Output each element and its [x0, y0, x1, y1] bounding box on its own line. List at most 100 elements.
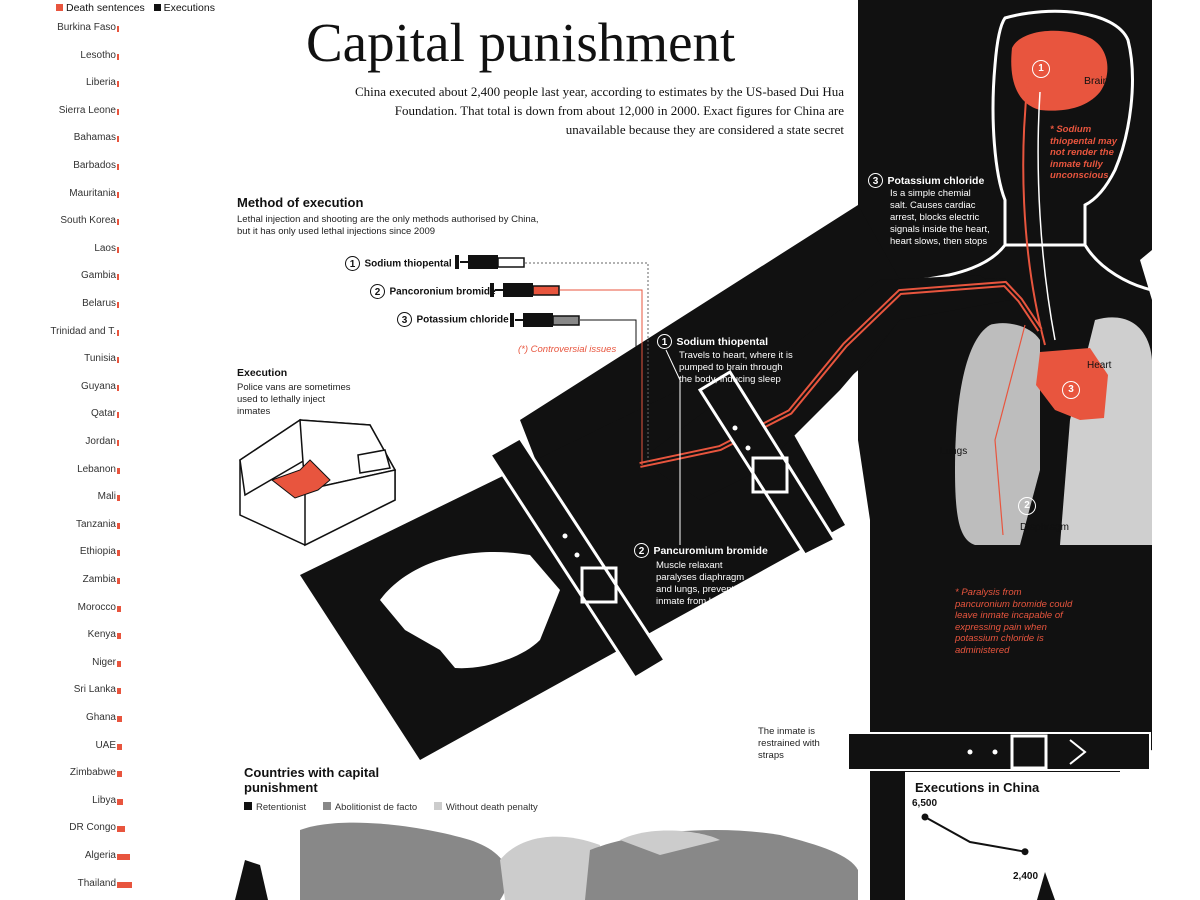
execution-text: Police vans are sometimes used to lethal… [237, 382, 351, 417]
country-name: Belarus [82, 298, 116, 309]
country-name: Barbados [73, 160, 116, 171]
step-2: 2 Pancuromium bromide [634, 542, 768, 560]
abolitionist-swatch [322, 802, 331, 810]
country-row: Mauritania [0, 188, 140, 204]
country-name: Laos [94, 242, 116, 254]
country-row: Morocco [0, 602, 140, 618]
leader-3 [580, 319, 637, 465]
country-name: Tanzania [75, 518, 116, 530]
buckle-1 [580, 566, 618, 604]
country-name: Algeria [84, 850, 116, 861]
route-brain-heart [1022, 79, 1046, 346]
country-name: Niger [92, 656, 116, 668]
drug-number: 2 [370, 284, 385, 300]
country-name: Gambia [80, 270, 116, 282]
death-sentence-bar [117, 854, 130, 860]
lungs-label: Lungs [940, 446, 968, 457]
country-name: Tunisia [84, 353, 116, 365]
country-name: DR Congo [69, 822, 116, 834]
china-chart-label-start: 6,500 [912, 798, 938, 809]
country-row: Algeria [0, 850, 140, 866]
death-sentence-bar [117, 688, 121, 695]
death-sentence-bar [117, 550, 120, 557]
death-sentence-bar [117, 660, 121, 667]
country-row: Laos [0, 243, 140, 259]
heart-label: Heart [1087, 360, 1112, 371]
country-name: Ghana [85, 712, 116, 723]
drug-row-2: 2 Pancoronium bromide [370, 283, 496, 303]
brain-label: Brain [1084, 75, 1109, 87]
country-name: Zambia [82, 574, 116, 585]
country-name: Burkina Faso [57, 22, 116, 33]
drug-number: 1 [345, 256, 360, 272]
country-row: Tunisia [0, 353, 140, 369]
strap-note: The inmate is restrained with straps [758, 726, 820, 761]
death-sentence-bar [117, 108, 119, 115]
country-row: Zambia [0, 574, 140, 590]
retentionist-label: Retentionist [256, 802, 307, 813]
death-sentence-bar [117, 716, 122, 722]
drug-number: 3 [397, 312, 412, 328]
death-sentence-bar [117, 605, 121, 612]
death-sentence-bar [117, 633, 121, 640]
country-row: Qatar [0, 408, 140, 424]
step-1-title: Sodium thiopental [676, 335, 769, 348]
drug-name: Potassium chloride [416, 314, 509, 326]
country-name: Bahamas [73, 132, 116, 144]
china-point-start [921, 813, 929, 821]
china-series-line [924, 816, 1026, 853]
lung-left [955, 323, 1040, 545]
country-row: South Korea [0, 215, 140, 231]
retentionist-swatch [244, 802, 252, 810]
country-name: Qatar [90, 408, 116, 420]
death-sentence-bar [117, 743, 122, 750]
country-row: Jordan [0, 436, 140, 452]
syringe-2 [490, 283, 560, 297]
drug-row-3: 3 Potassium chloride [397, 311, 509, 331]
country-row: Sierra Leone [0, 105, 140, 121]
death-sentence-bar [117, 881, 132, 888]
step-3: 3 Potassium chloride [868, 172, 984, 190]
death-sentence-bar [117, 53, 119, 60]
drug-name: Sodium thiopental [364, 258, 452, 270]
diaphragm-label: Diaphragm [1020, 522, 1069, 533]
step-1-text: Travels to heart, where it is pumped to … [679, 350, 793, 385]
brain-step-marker: 1 [1032, 60, 1050, 78]
step-2-number: 2 [634, 543, 649, 559]
country-name: Trinidad and T. [50, 325, 116, 337]
country-name: Lebanon [77, 463, 116, 475]
country-row: Thailand [0, 878, 140, 894]
executions-swatch [153, 4, 161, 11]
drug-row-1: 1 Sodium thiopental [345, 255, 452, 275]
death-sentence-bar [117, 219, 119, 226]
country-row: Trinidad and T. [0, 326, 140, 342]
step-line-1 [665, 349, 681, 545]
syringe-1 [455, 255, 525, 269]
country-name: Kenya [87, 629, 116, 641]
paralysis-note: * Paralysis from pancuronium bromide cou… [955, 587, 1073, 656]
death-sentence-bar [117, 26, 119, 32]
without-penalty-swatch [433, 802, 442, 810]
intro-text: China executed about 2,400 people last y… [354, 84, 844, 137]
death-sentence-bar [117, 578, 120, 584]
china-chart-label-end: 2,400 [1013, 871, 1039, 882]
death-sentence-bar [117, 357, 119, 364]
country-name: South Korea [60, 215, 116, 227]
page-title: Capital punishment [306, 12, 736, 73]
country-row: Lebanon [0, 464, 140, 480]
country-row: Zimbabwe [0, 767, 140, 783]
van-arrow [270, 459, 331, 499]
china-point-end [1021, 848, 1029, 856]
death-sentence-bar [117, 274, 119, 281]
strap-elbow [697, 369, 838, 557]
buckle-2 [751, 456, 789, 494]
country-name: UAE [95, 739, 116, 751]
body-leg-shape [1037, 872, 1055, 900]
death-sentence-bar [117, 798, 123, 805]
hand [380, 552, 560, 669]
brain-shape [1011, 30, 1108, 111]
country-row: Bahamas [0, 132, 140, 148]
death-sentence-bar [117, 467, 120, 474]
drug-name: Pancoronium bromide [389, 286, 496, 298]
country-row: Gambia [0, 270, 140, 286]
